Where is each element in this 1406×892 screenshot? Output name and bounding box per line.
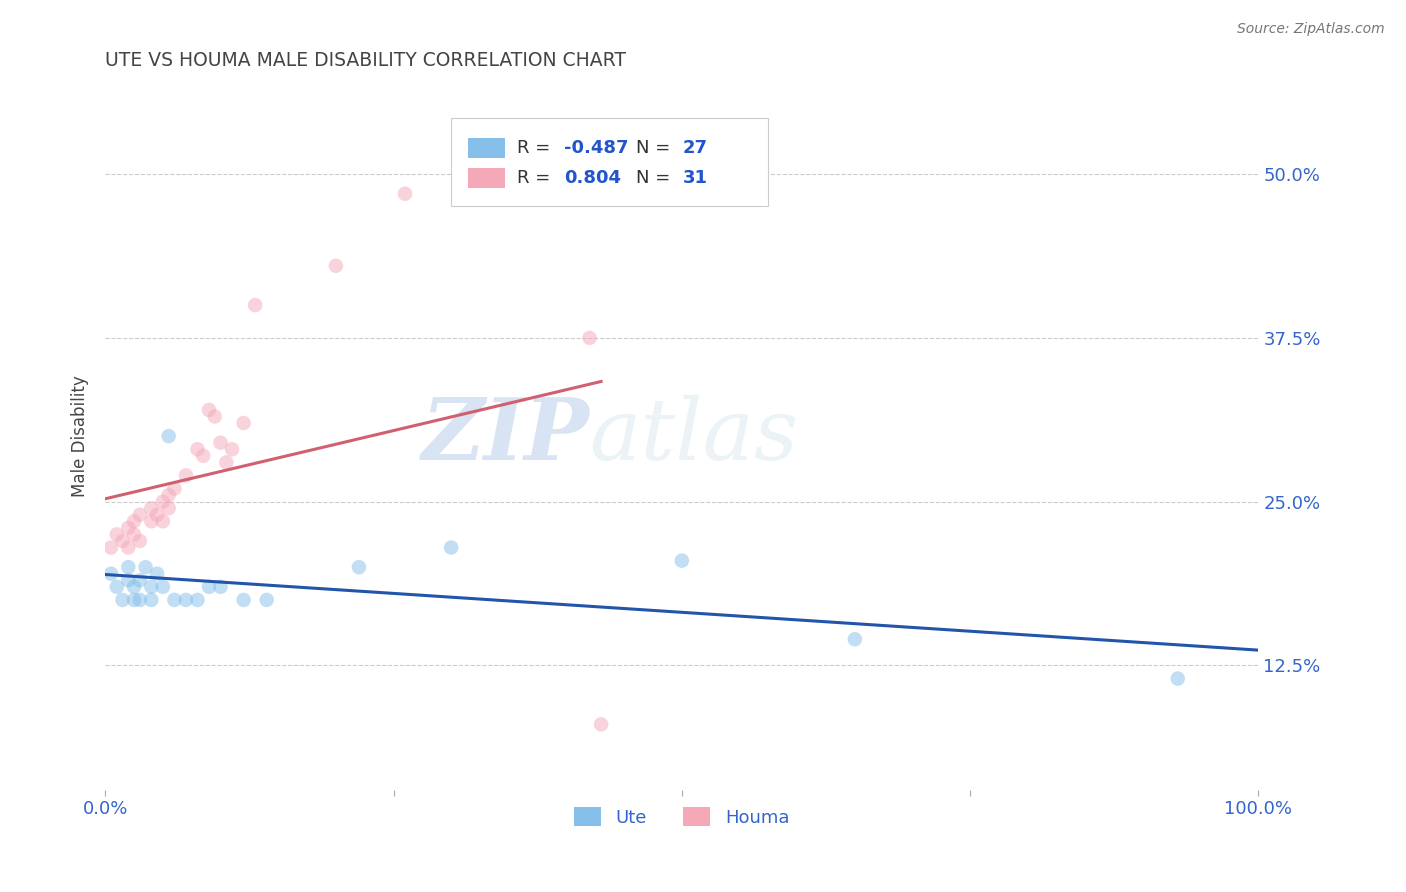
Point — [117, 574, 139, 588]
Point — [215, 455, 238, 469]
Point — [1167, 672, 1189, 686]
Text: 0.804: 0.804 — [564, 169, 621, 186]
Text: N =: N = — [636, 169, 676, 186]
Point — [128, 508, 150, 522]
Point — [105, 527, 128, 541]
Point — [100, 541, 122, 555]
Legend: Ute, Houma: Ute, Houma — [567, 800, 797, 834]
Point — [111, 533, 134, 548]
Text: -0.487: -0.487 — [564, 139, 628, 157]
Point — [209, 435, 232, 450]
Point — [157, 488, 180, 502]
Point — [157, 429, 180, 443]
Point — [163, 482, 186, 496]
Point — [198, 403, 221, 417]
Point — [186, 593, 208, 607]
FancyBboxPatch shape — [451, 118, 768, 206]
Point — [591, 717, 613, 731]
Text: Source: ZipAtlas.com: Source: ZipAtlas.com — [1237, 22, 1385, 37]
Point — [135, 560, 157, 574]
Y-axis label: Male Disability: Male Disability — [72, 376, 89, 497]
Point — [198, 580, 221, 594]
Point — [186, 442, 208, 457]
Point — [325, 259, 347, 273]
Point — [232, 593, 254, 607]
Text: R =: R = — [517, 139, 555, 157]
Point — [117, 521, 139, 535]
Point — [174, 468, 197, 483]
Point — [146, 566, 169, 581]
Point — [671, 553, 693, 567]
Point — [152, 580, 174, 594]
Point — [578, 331, 600, 345]
Bar — [468, 138, 505, 158]
Point — [128, 593, 150, 607]
Point — [152, 514, 174, 528]
Point — [105, 580, 128, 594]
Text: atlas: atlas — [589, 395, 799, 477]
Point — [146, 508, 169, 522]
Point — [122, 593, 145, 607]
Point — [394, 186, 416, 201]
Bar — [468, 168, 505, 188]
Point — [256, 593, 278, 607]
Point — [122, 527, 145, 541]
Point — [141, 514, 163, 528]
Text: 27: 27 — [683, 139, 709, 157]
Text: ZIP: ZIP — [422, 394, 589, 478]
Point — [141, 593, 163, 607]
Text: R =: R = — [517, 169, 555, 186]
Point — [152, 494, 174, 508]
Point — [204, 409, 226, 424]
Point — [122, 514, 145, 528]
Point — [141, 501, 163, 516]
Point — [209, 580, 232, 594]
Point — [163, 593, 186, 607]
Point — [128, 574, 150, 588]
Point — [128, 533, 150, 548]
Point — [232, 416, 254, 430]
Point — [844, 632, 866, 647]
Point — [157, 501, 180, 516]
Point — [111, 593, 134, 607]
Point — [141, 580, 163, 594]
Point — [174, 593, 197, 607]
Text: N =: N = — [636, 139, 676, 157]
Point — [117, 541, 139, 555]
Point — [100, 566, 122, 581]
Point — [243, 298, 266, 312]
Text: 31: 31 — [683, 169, 709, 186]
Point — [347, 560, 370, 574]
Point — [440, 541, 463, 555]
Point — [117, 560, 139, 574]
Point — [221, 442, 243, 457]
Point — [122, 580, 145, 594]
Text: UTE VS HOUMA MALE DISABILITY CORRELATION CHART: UTE VS HOUMA MALE DISABILITY CORRELATION… — [105, 51, 626, 70]
Point — [193, 449, 215, 463]
